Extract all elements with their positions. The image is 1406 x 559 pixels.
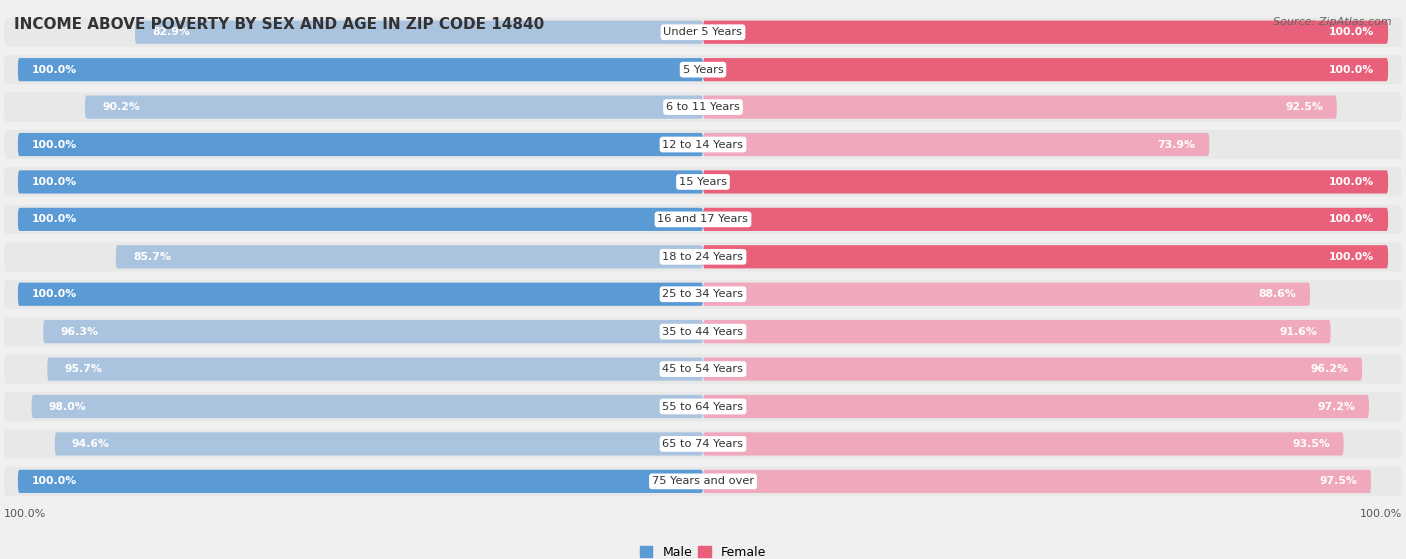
Text: 45 to 54 Years: 45 to 54 Years: [662, 364, 744, 374]
FancyBboxPatch shape: [4, 317, 1402, 346]
Text: 90.2%: 90.2%: [103, 102, 141, 112]
Text: 98.0%: 98.0%: [49, 401, 86, 411]
Text: 92.5%: 92.5%: [1285, 102, 1323, 112]
FancyBboxPatch shape: [4, 205, 1402, 234]
Text: 97.5%: 97.5%: [1319, 476, 1357, 486]
Text: 75 Years and over: 75 Years and over: [652, 476, 754, 486]
Text: INCOME ABOVE POVERTY BY SEX AND AGE IN ZIP CODE 14840: INCOME ABOVE POVERTY BY SEX AND AGE IN Z…: [14, 17, 544, 32]
FancyBboxPatch shape: [703, 58, 1388, 81]
FancyBboxPatch shape: [703, 133, 1209, 156]
Text: 65 to 74 Years: 65 to 74 Years: [662, 439, 744, 449]
FancyBboxPatch shape: [703, 208, 1388, 231]
Text: 5 Years: 5 Years: [683, 65, 723, 75]
FancyBboxPatch shape: [703, 245, 1388, 268]
FancyBboxPatch shape: [18, 58, 703, 81]
Text: 100.0%: 100.0%: [1329, 214, 1375, 224]
FancyBboxPatch shape: [703, 283, 1310, 306]
FancyBboxPatch shape: [18, 208, 703, 231]
FancyBboxPatch shape: [31, 395, 703, 418]
Text: 100.0%: 100.0%: [31, 177, 77, 187]
FancyBboxPatch shape: [18, 170, 703, 193]
FancyBboxPatch shape: [703, 320, 1330, 343]
FancyBboxPatch shape: [703, 170, 1388, 193]
Text: 100.0%: 100.0%: [4, 509, 46, 519]
FancyBboxPatch shape: [703, 357, 1362, 381]
FancyBboxPatch shape: [703, 470, 1371, 493]
FancyBboxPatch shape: [4, 18, 1402, 47]
Text: 82.9%: 82.9%: [152, 27, 190, 37]
Text: 100.0%: 100.0%: [1360, 509, 1402, 519]
Text: 95.7%: 95.7%: [65, 364, 103, 374]
FancyBboxPatch shape: [703, 21, 1388, 44]
Text: 100.0%: 100.0%: [31, 289, 77, 299]
Text: 6 to 11 Years: 6 to 11 Years: [666, 102, 740, 112]
Text: 55 to 64 Years: 55 to 64 Years: [662, 401, 744, 411]
Text: 100.0%: 100.0%: [31, 140, 77, 149]
Text: 97.2%: 97.2%: [1317, 401, 1355, 411]
FancyBboxPatch shape: [4, 242, 1402, 272]
FancyBboxPatch shape: [4, 92, 1402, 122]
FancyBboxPatch shape: [18, 283, 703, 306]
Text: 96.3%: 96.3%: [60, 326, 98, 337]
Text: 100.0%: 100.0%: [1329, 177, 1375, 187]
Text: 16 and 17 Years: 16 and 17 Years: [658, 214, 748, 224]
Text: 100.0%: 100.0%: [1329, 65, 1375, 75]
Text: Under 5 Years: Under 5 Years: [664, 27, 742, 37]
Text: 100.0%: 100.0%: [31, 65, 77, 75]
Text: 88.6%: 88.6%: [1258, 289, 1296, 299]
FancyBboxPatch shape: [55, 432, 703, 456]
FancyBboxPatch shape: [703, 96, 1337, 119]
FancyBboxPatch shape: [4, 55, 1402, 84]
FancyBboxPatch shape: [4, 130, 1402, 159]
FancyBboxPatch shape: [84, 96, 703, 119]
FancyBboxPatch shape: [4, 280, 1402, 309]
Text: 100.0%: 100.0%: [31, 214, 77, 224]
FancyBboxPatch shape: [703, 395, 1369, 418]
FancyBboxPatch shape: [4, 392, 1402, 421]
FancyBboxPatch shape: [703, 432, 1344, 456]
FancyBboxPatch shape: [18, 133, 703, 156]
Text: 15 Years: 15 Years: [679, 177, 727, 187]
FancyBboxPatch shape: [4, 429, 1402, 458]
Text: 100.0%: 100.0%: [1329, 27, 1375, 37]
Text: 93.5%: 93.5%: [1292, 439, 1330, 449]
Text: 85.7%: 85.7%: [134, 252, 172, 262]
Text: 100.0%: 100.0%: [31, 476, 77, 486]
Text: Source: ZipAtlas.com: Source: ZipAtlas.com: [1274, 17, 1392, 27]
FancyBboxPatch shape: [4, 167, 1402, 197]
Text: 35 to 44 Years: 35 to 44 Years: [662, 326, 744, 337]
Text: 25 to 34 Years: 25 to 34 Years: [662, 289, 744, 299]
Text: 94.6%: 94.6%: [72, 439, 110, 449]
FancyBboxPatch shape: [44, 320, 703, 343]
Text: 12 to 14 Years: 12 to 14 Years: [662, 140, 744, 149]
Text: 91.6%: 91.6%: [1279, 326, 1317, 337]
Text: 73.9%: 73.9%: [1157, 140, 1195, 149]
FancyBboxPatch shape: [18, 470, 703, 493]
Text: 18 to 24 Years: 18 to 24 Years: [662, 252, 744, 262]
Text: 96.2%: 96.2%: [1310, 364, 1348, 374]
FancyBboxPatch shape: [4, 467, 1402, 496]
FancyBboxPatch shape: [4, 354, 1402, 383]
FancyBboxPatch shape: [48, 357, 703, 381]
FancyBboxPatch shape: [115, 245, 703, 268]
Legend: Male, Female: Male, Female: [636, 541, 770, 559]
Text: 100.0%: 100.0%: [1329, 252, 1375, 262]
FancyBboxPatch shape: [135, 21, 703, 44]
